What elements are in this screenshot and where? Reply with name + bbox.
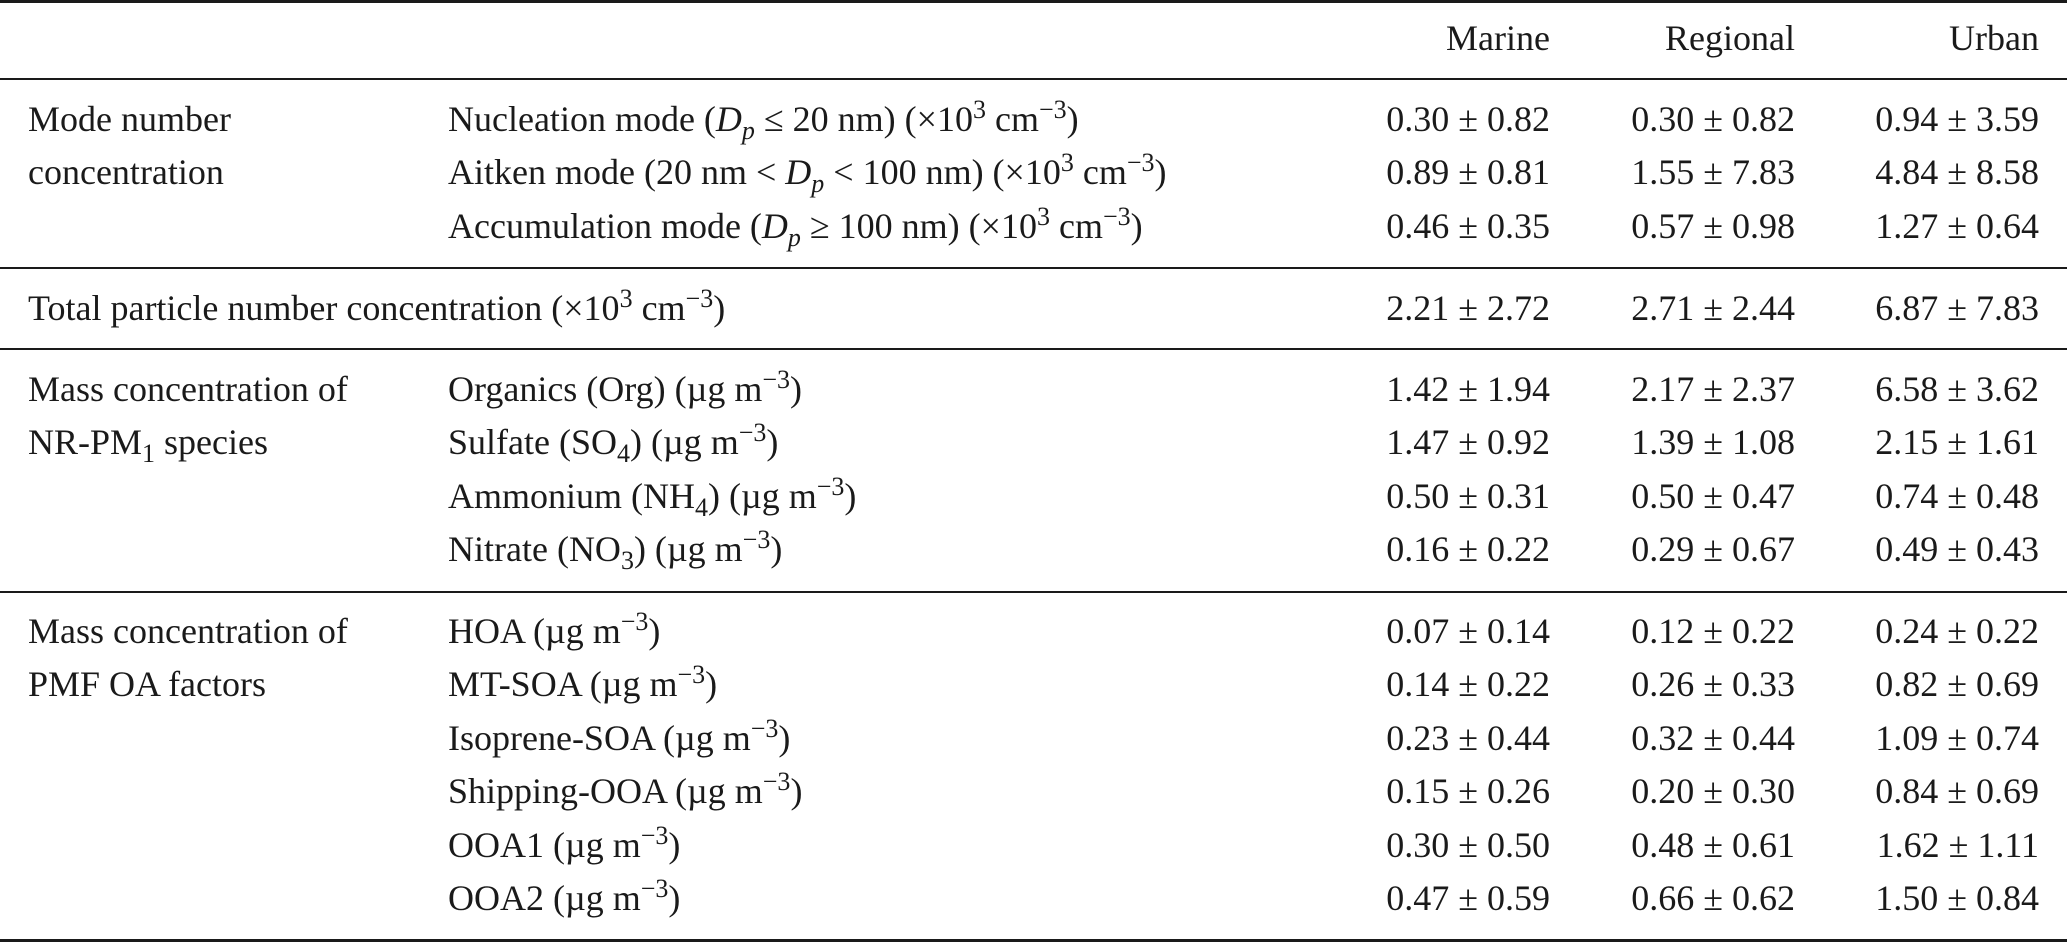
cell-marine: 1.47 ± 0.92 <box>1386 422 1550 462</box>
cell-regional: 2.17 ± 2.37 <box>1631 369 1795 409</box>
column-header-regional: Regional <box>1665 18 1795 58</box>
cell-marine: 0.30 ± 0.50 <box>1386 825 1550 865</box>
cell-regional: 0.26 ± 0.33 <box>1631 664 1795 704</box>
cell-urban: 6.58 ± 3.62 <box>1875 369 2039 409</box>
column-header-urban: Urban <box>1949 18 2039 58</box>
cell-regional: 0.32 ± 0.44 <box>1631 718 1795 758</box>
group-label: concentration <box>28 152 224 192</box>
cell-urban: 1.62 ± 1.11 <box>1876 825 2039 865</box>
row-label: Isoprene-SOA (µg m−3) <box>448 714 791 758</box>
cell-marine: 0.46 ± 0.35 <box>1386 206 1550 246</box>
row-label: Accumulation mode (Dp ≥ 100 nm) (×103 cm… <box>448 202 1143 253</box>
cell-urban: 1.09 ± 0.74 <box>1875 718 2039 758</box>
row-label: Shipping-OOA (µg m−3) <box>448 767 803 811</box>
row-label: Organics (Org) (µg m−3) <box>448 365 803 409</box>
group-label: Total particle number concentration (×10… <box>28 284 726 328</box>
cell-regional: 0.12 ± 0.22 <box>1631 611 1795 651</box>
cell-regional: 0.57 ± 0.98 <box>1631 206 1795 246</box>
section-rule <box>0 267 2067 269</box>
cell-marine: 0.47 ± 0.59 <box>1386 878 1550 918</box>
cell-urban: 0.84 ± 0.69 <box>1875 771 2039 811</box>
cell-regional: 0.48 ± 0.61 <box>1631 825 1795 865</box>
cell-urban: 4.84 ± 8.58 <box>1875 152 2039 192</box>
cell-urban: 0.82 ± 0.69 <box>1875 664 2039 704</box>
group-label: NR-PM1 species <box>28 422 268 469</box>
row-label: OOA2 (µg m−3) <box>448 874 681 918</box>
row-label: MT-SOA (µg m−3) <box>448 660 718 704</box>
row-label: Sulfate (SO4) (µg m−3) <box>448 418 779 469</box>
cell-regional: 0.50 ± 0.47 <box>1631 476 1795 516</box>
row-label: HOA (µg m−3) <box>448 607 661 651</box>
cell-marine: 0.23 ± 0.44 <box>1386 718 1550 758</box>
header-rule <box>0 78 2067 80</box>
cell-urban: 0.24 ± 0.22 <box>1875 611 2039 651</box>
row-label: Ammonium (NH4) (µg m−3) <box>448 472 857 523</box>
row-label: Nitrate (NO3) (µg m−3) <box>448 525 783 576</box>
cell-urban: 1.27 ± 0.64 <box>1875 206 2039 246</box>
cell-regional: 2.71 ± 2.44 <box>1631 288 1795 328</box>
row-label: Aitken mode (20 nm < Dp < 100 nm) (×103 … <box>448 148 1167 199</box>
cell-urban: 2.15 ± 1.61 <box>1875 422 2039 462</box>
column-header-marine: Marine <box>1446 18 1550 58</box>
cell-urban: 0.49 ± 0.43 <box>1875 529 2039 569</box>
cell-marine: 0.16 ± 0.22 <box>1386 529 1550 569</box>
group-label: Mass concentration of <box>28 611 348 651</box>
cell-marine: 0.07 ± 0.14 <box>1386 611 1550 651</box>
cell-marine: 0.15 ± 0.26 <box>1386 771 1550 811</box>
top-rule <box>0 0 2067 3</box>
cell-regional: 0.20 ± 0.30 <box>1631 771 1795 811</box>
section-rule <box>0 348 2067 350</box>
cell-regional: 1.39 ± 1.08 <box>1631 422 1795 462</box>
section-rule <box>0 591 2067 593</box>
cell-marine: 0.30 ± 0.82 <box>1386 99 1550 139</box>
cell-regional: 0.29 ± 0.67 <box>1631 529 1795 569</box>
cell-regional: 1.55 ± 7.83 <box>1631 152 1795 192</box>
cell-marine: 0.14 ± 0.22 <box>1386 664 1550 704</box>
cell-urban: 6.87 ± 7.83 <box>1875 288 2039 328</box>
cell-marine: 1.42 ± 1.94 <box>1386 369 1550 409</box>
cell-urban: 1.50 ± 0.84 <box>1875 878 2039 918</box>
cell-urban: 0.74 ± 0.48 <box>1875 476 2039 516</box>
cell-regional: 0.66 ± 0.62 <box>1631 878 1795 918</box>
row-label: OOA1 (µg m−3) <box>448 821 681 865</box>
cell-regional: 0.30 ± 0.82 <box>1631 99 1795 139</box>
cell-marine: 2.21 ± 2.72 <box>1386 288 1550 328</box>
cell-marine: 0.50 ± 0.31 <box>1386 476 1550 516</box>
row-label: Nucleation mode (Dp ≤ 20 nm) (×103 cm−3) <box>448 95 1079 146</box>
cell-urban: 0.94 ± 3.59 <box>1875 99 2039 139</box>
group-label: PMF OA factors <box>28 664 267 704</box>
group-label: Mass concentration of <box>28 369 348 409</box>
group-label: Mode number <box>28 99 231 139</box>
bottom-rule <box>0 939 2067 942</box>
cell-marine: 0.89 ± 0.81 <box>1386 152 1550 192</box>
